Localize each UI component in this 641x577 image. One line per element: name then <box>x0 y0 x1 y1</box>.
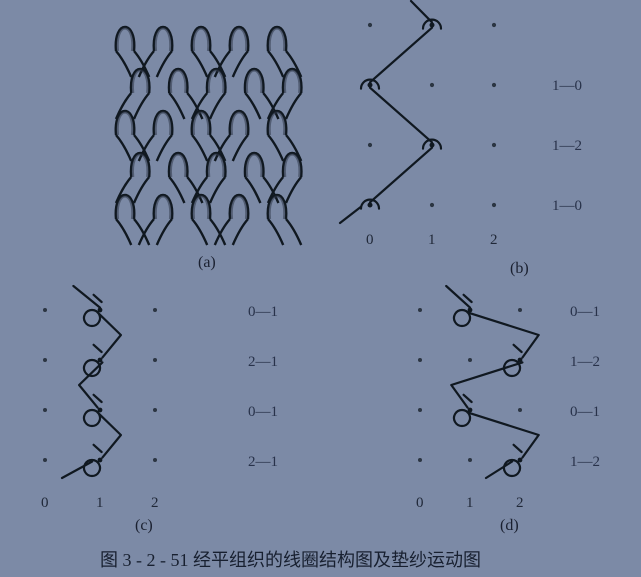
panel_d-xlabel-2: 2 <box>516 495 524 512</box>
panel_b-xlabel-0: 0 <box>366 232 374 249</box>
panel_c-notation-2: 0—1 <box>248 404 278 421</box>
panel_b-xlabel-2: 2 <box>490 232 498 249</box>
panel_c-notation-0: 0—1 <box>248 304 278 321</box>
panel_c-xlabel-0: 0 <box>41 495 49 512</box>
panel_c-notation-1: 2—1 <box>248 354 278 371</box>
panel-b-lapping-diagram <box>370 25 554 245</box>
panel_d-notation-2: 0—1 <box>570 404 600 421</box>
panel_b-notation-0: 1—0 <box>552 198 582 215</box>
panel_b-xlabel-1: 1 <box>428 232 436 249</box>
panel-c-lapping-diagram <box>45 290 215 500</box>
panel_b-notation-1: 1—2 <box>552 138 582 155</box>
panel_d-xlabel-0: 0 <box>416 495 424 512</box>
panel_d-notation-1: 1—2 <box>570 354 600 371</box>
panel_d-xlabel-1: 1 <box>466 495 474 512</box>
figure-caption: 图 3 - 2 - 51 经平组织的线圈结构图及垫纱运动图 <box>100 546 481 572</box>
panel_b-notation-2: 1—0 <box>552 78 582 95</box>
panel-a-label: (a) <box>198 254 216 272</box>
figure-page: (a) 0 1 2 1—0 1—2 1—0 (b) 0 1 2 0—1 2—1 0—1 2—1 (c) 0 1 2 0… <box>0 0 641 577</box>
panel_c-xlabel-1: 1 <box>96 495 104 512</box>
panel-a-knit-structure <box>105 15 320 240</box>
panel-d-lapping-diagram <box>420 290 580 500</box>
panel_c-notation-3: 2—1 <box>248 454 278 471</box>
panel_d-label: (d) <box>500 517 519 535</box>
panel_c-xlabel-2: 2 <box>151 495 159 512</box>
panel_d-notation-0: 0—1 <box>570 304 600 321</box>
panel_c-label: (c) <box>135 517 153 535</box>
panel_b-label: (b) <box>510 260 529 278</box>
panel_d-notation-3: 1—2 <box>570 454 600 471</box>
